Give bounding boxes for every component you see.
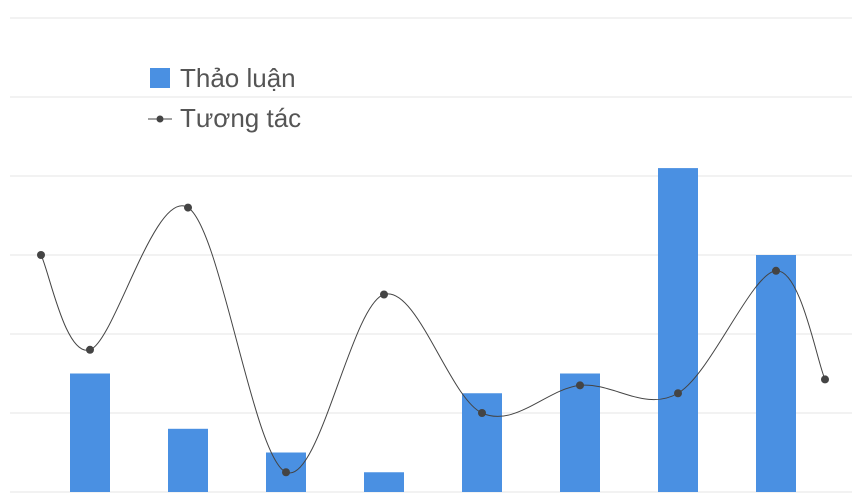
bar bbox=[658, 168, 698, 492]
legend-swatch-tuong-tac-marker bbox=[156, 115, 164, 123]
bar bbox=[70, 373, 110, 492]
legend-label-thao-luan: Thảo luận bbox=[180, 63, 296, 93]
legend-swatch-thao-luan bbox=[150, 68, 170, 88]
bar bbox=[756, 255, 796, 492]
line-point bbox=[37, 251, 45, 259]
line-point bbox=[576, 381, 584, 390]
line-point bbox=[772, 266, 780, 275]
series-line bbox=[40, 205, 826, 474]
bar-series-thao-luan bbox=[70, 168, 796, 492]
line-point bbox=[478, 409, 486, 417]
line-point bbox=[184, 203, 192, 212]
bar bbox=[560, 373, 600, 492]
bar bbox=[168, 428, 208, 492]
bar bbox=[462, 393, 502, 492]
bar bbox=[364, 472, 404, 492]
line-point bbox=[380, 290, 388, 299]
line-point bbox=[86, 345, 94, 354]
line-point bbox=[821, 375, 829, 384]
line-point bbox=[674, 389, 682, 398]
legend: Thảo luận Tương tác bbox=[148, 63, 301, 133]
line-point bbox=[282, 468, 290, 477]
line-series-tuong-tac bbox=[37, 203, 829, 477]
legend-label-tuong-tac: Tương tác bbox=[180, 103, 301, 133]
gridlines bbox=[10, 17, 852, 493]
